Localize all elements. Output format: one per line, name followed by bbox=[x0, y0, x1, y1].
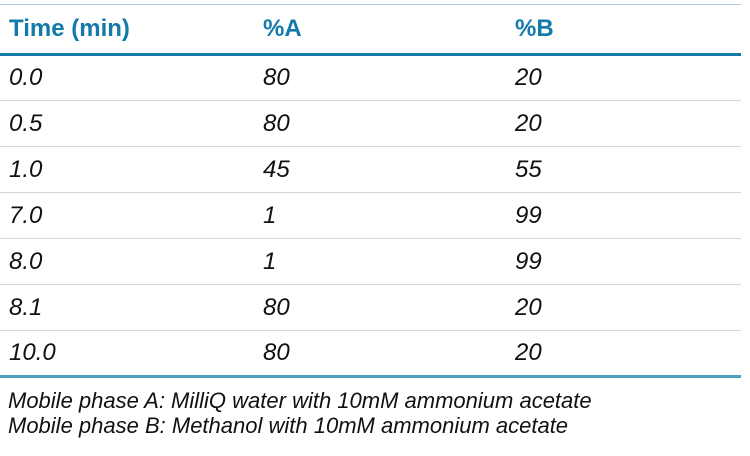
table-cell: 8.1 bbox=[0, 284, 254, 331]
table-cell: 20 bbox=[506, 54, 741, 101]
table-row: 0.5 80 20 bbox=[0, 100, 741, 147]
table-row: 10.0 80 20 bbox=[0, 330, 741, 378]
gradient-table-header: Time (min) %A %B bbox=[0, 4, 741, 56]
table-cell: 99 bbox=[506, 192, 741, 239]
table-cell: 0.5 bbox=[0, 100, 254, 147]
table-cell: 8.0 bbox=[0, 238, 254, 285]
table-cell: 45 bbox=[254, 146, 506, 193]
table-cell: 55 bbox=[506, 146, 741, 193]
table-row: 7.0 1 99 bbox=[0, 192, 741, 239]
gradient-table-body: 0.0 80 20 0.5 80 20 1.0 45 55 7.0 1 99 8.0 1 99 8.1 80 20… bbox=[0, 54, 741, 378]
column-header-percent-a: %A bbox=[254, 4, 506, 56]
footnote-mobile-phase-b: Mobile phase B: Methanol with 10mM ammon… bbox=[8, 413, 569, 438]
mobile-phase-footnotes: Mobile phase A: MilliQ water with 10mM a… bbox=[0, 388, 750, 438]
table-row: 8.1 80 20 bbox=[0, 284, 741, 331]
table-cell: 1 bbox=[254, 192, 506, 239]
table-cell: 99 bbox=[506, 238, 741, 285]
table-cell: 0.0 bbox=[0, 54, 254, 101]
table-cell: 20 bbox=[506, 330, 741, 378]
gradient-table: Time (min) %A %B 0.0 80 20 0.5 80 20 1.0 45 55 7.… bbox=[0, 4, 741, 378]
table-row: 0.0 80 20 bbox=[0, 54, 741, 101]
table-cell: 1 bbox=[254, 238, 506, 285]
table-cell: 80 bbox=[254, 330, 506, 378]
header-row: Time (min) %A %B bbox=[0, 4, 741, 56]
table-cell: 10.0 bbox=[0, 330, 254, 378]
table-cell: 20 bbox=[506, 284, 741, 331]
column-header-time: Time (min) bbox=[0, 4, 254, 56]
table-cell: 80 bbox=[254, 54, 506, 101]
column-header-percent-b: %B bbox=[506, 4, 741, 56]
table-row: 8.0 1 99 bbox=[0, 238, 741, 285]
table-cell: 80 bbox=[254, 100, 506, 147]
table-cell: 7.0 bbox=[0, 192, 254, 239]
table-cell: 1.0 bbox=[0, 146, 254, 193]
table-cell: 20 bbox=[506, 100, 741, 147]
table-row: 1.0 45 55 bbox=[0, 146, 741, 193]
table-cell: 80 bbox=[254, 284, 506, 331]
footnote-mobile-phase-a: Mobile phase A: MilliQ water with 10mM a… bbox=[8, 388, 592, 413]
